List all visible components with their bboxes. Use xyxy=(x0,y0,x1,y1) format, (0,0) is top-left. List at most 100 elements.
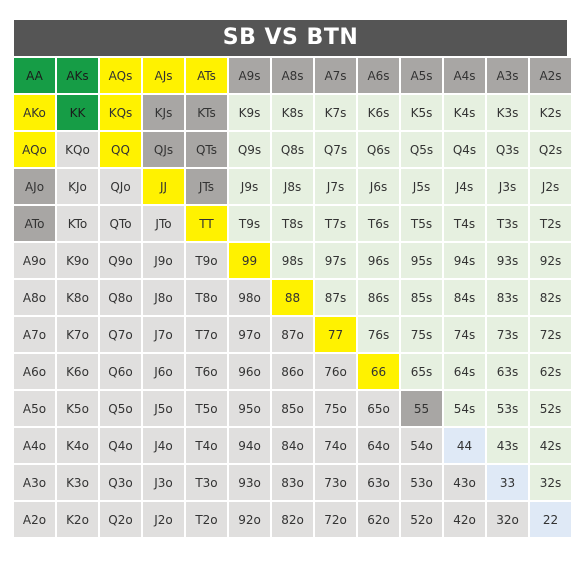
hand-cell: K6o xyxy=(57,354,98,389)
hand-cell: A7s xyxy=(315,58,356,93)
hand-cell: A8s xyxy=(272,58,313,93)
hand-cell: AKs xyxy=(57,58,98,93)
hand-cell: K4o xyxy=(57,428,98,463)
range-chart: SB VS BTN AA AKs AQs AJs ATs A9s A8s A7s A6s A5s A… xyxy=(14,20,571,537)
hand-cell: J9o xyxy=(143,243,184,278)
hand-cell: JTs xyxy=(186,169,227,204)
hand-cell: Q6s xyxy=(358,132,399,167)
hand-cell: Q6o xyxy=(100,354,141,389)
hand-cell: Q8s xyxy=(272,132,313,167)
hand-cell: T5s xyxy=(401,206,442,241)
hand-cell: 88 xyxy=(272,280,313,315)
hand-cell: KK xyxy=(57,95,98,130)
hand-cell: J7s xyxy=(315,169,356,204)
hand-cell: A6s xyxy=(358,58,399,93)
hand-cell: 32s xyxy=(530,465,571,500)
hand-cell: 98s xyxy=(272,243,313,278)
hand-cell: QJs xyxy=(143,132,184,167)
hand-cell: KQs xyxy=(100,95,141,130)
hand-cell: T3s xyxy=(487,206,528,241)
hand-cell: 99 xyxy=(229,243,270,278)
hand-cell: K3o xyxy=(57,465,98,500)
hand-cell: 72s xyxy=(530,317,571,352)
hand-cell: KJo xyxy=(57,169,98,204)
hand-cell: 82o xyxy=(272,502,313,537)
hand-cell: ATo xyxy=(14,206,55,241)
hand-cell: 66 xyxy=(358,354,399,389)
hand-cell: A4o xyxy=(14,428,55,463)
hand-cell: 63s xyxy=(487,354,528,389)
hand-cell: J8s xyxy=(272,169,313,204)
hand-cell: Q2o xyxy=(100,502,141,537)
hand-cell: J4s xyxy=(444,169,485,204)
hand-cell: J6o xyxy=(143,354,184,389)
chart-title: SB VS BTN xyxy=(14,20,567,56)
hand-cell: 85o xyxy=(272,391,313,426)
hand-cell: J5o xyxy=(143,391,184,426)
hand-cell: 52s xyxy=(530,391,571,426)
hand-cell: T4o xyxy=(186,428,227,463)
hand-cell: 84s xyxy=(444,280,485,315)
hand-cell: KJs xyxy=(143,95,184,130)
hand-grid: AA AKs AQs AJs ATs A9s A8s A7s A6s A5s A4s A3s A2s AK… xyxy=(14,56,571,537)
hand-cell: KQo xyxy=(57,132,98,167)
hand-cell: 73o xyxy=(315,465,356,500)
hand-cell: 76s xyxy=(358,317,399,352)
hand-cell: TT xyxy=(186,206,227,241)
hand-cell: 43s xyxy=(487,428,528,463)
hand-cell: Q7o xyxy=(100,317,141,352)
hand-cell: 77 xyxy=(315,317,356,352)
hand-cell: 85s xyxy=(401,280,442,315)
hand-cell: 93s xyxy=(487,243,528,278)
hand-cell: 87s xyxy=(315,280,356,315)
hand-cell: 94o xyxy=(229,428,270,463)
hand-cell: 92s xyxy=(530,243,571,278)
hand-cell: QJo xyxy=(100,169,141,204)
hand-cell: 75s xyxy=(401,317,442,352)
hand-cell: K2s xyxy=(530,95,571,130)
hand-cell: 83s xyxy=(487,280,528,315)
hand-cell: 74o xyxy=(315,428,356,463)
hand-cell: K7o xyxy=(57,317,98,352)
hand-cell: A5s xyxy=(401,58,442,93)
hand-cell: Q4s xyxy=(444,132,485,167)
hand-cell: 72o xyxy=(315,502,356,537)
hand-cell: 73s xyxy=(487,317,528,352)
hand-cell: Q3o xyxy=(100,465,141,500)
hand-cell: AKo xyxy=(14,95,55,130)
hand-cell: 75o xyxy=(315,391,356,426)
hand-cell: AQs xyxy=(100,58,141,93)
hand-cell: T5o xyxy=(186,391,227,426)
hand-cell: AA xyxy=(14,58,55,93)
hand-cell: T2o xyxy=(186,502,227,537)
hand-cell: 65o xyxy=(358,391,399,426)
hand-cell: KTs xyxy=(186,95,227,130)
hand-cell: 52o xyxy=(401,502,442,537)
hand-cell: Q5s xyxy=(401,132,442,167)
hand-cell: AJo xyxy=(14,169,55,204)
hand-cell: T8o xyxy=(186,280,227,315)
hand-cell: 42o xyxy=(444,502,485,537)
hand-cell: J3s xyxy=(487,169,528,204)
hand-cell: K4s xyxy=(444,95,485,130)
hand-cell: QQ xyxy=(100,132,141,167)
hand-cell: 98o xyxy=(229,280,270,315)
hand-cell: 43o xyxy=(444,465,485,500)
hand-cell: K3s xyxy=(487,95,528,130)
hand-cell: K5s xyxy=(401,95,442,130)
hand-cell: J9s xyxy=(229,169,270,204)
hand-cell: K8s xyxy=(272,95,313,130)
hand-cell: T7s xyxy=(315,206,356,241)
hand-cell: 95s xyxy=(401,243,442,278)
hand-cell: J6s xyxy=(358,169,399,204)
hand-cell: Q9o xyxy=(100,243,141,278)
hand-cell: 92o xyxy=(229,502,270,537)
hand-cell: K2o xyxy=(57,502,98,537)
hand-cell: A3s xyxy=(487,58,528,93)
hand-cell: T8s xyxy=(272,206,313,241)
hand-cell: 22 xyxy=(530,502,571,537)
hand-cell: T9s xyxy=(229,206,270,241)
hand-cell: 94s xyxy=(444,243,485,278)
hand-cell: Q4o xyxy=(100,428,141,463)
hand-cell: J3o xyxy=(143,465,184,500)
